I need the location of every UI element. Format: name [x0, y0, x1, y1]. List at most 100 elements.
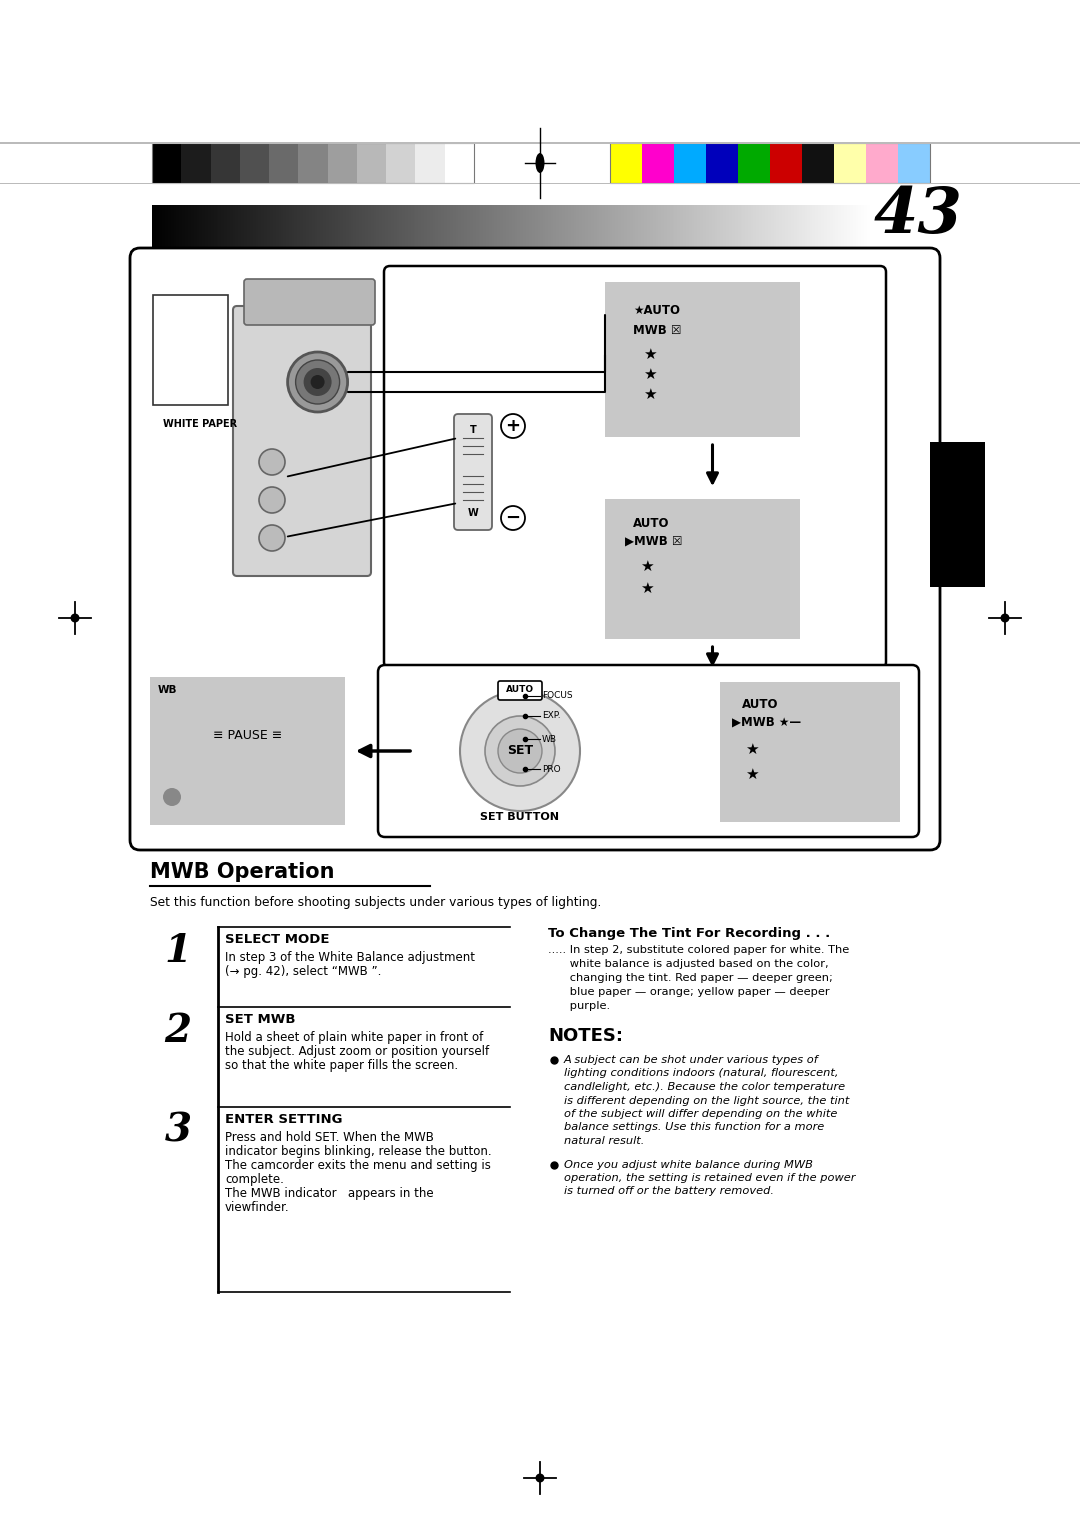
- Text: WB: WB: [158, 685, 177, 695]
- Text: +: +: [505, 417, 521, 435]
- Text: WB: WB: [542, 735, 557, 744]
- FancyBboxPatch shape: [384, 266, 886, 668]
- Bar: [738, 144, 770, 183]
- Circle shape: [536, 1473, 544, 1482]
- Bar: [610, 144, 642, 183]
- Circle shape: [259, 449, 285, 475]
- Text: PRO: PRO: [542, 764, 561, 773]
- Bar: [327, 144, 356, 183]
- Text: Set this function before shooting subjects under various types of lighting.: Set this function before shooting subjec…: [150, 895, 602, 909]
- FancyBboxPatch shape: [233, 306, 372, 576]
- Bar: [150, 677, 345, 825]
- FancyBboxPatch shape: [244, 280, 375, 325]
- Circle shape: [485, 717, 555, 785]
- Bar: [866, 144, 897, 183]
- Text: 1: 1: [164, 932, 191, 970]
- Text: Hold a sheet of plain white paper in front of: Hold a sheet of plain white paper in fro…: [225, 1031, 483, 1044]
- Circle shape: [259, 526, 285, 552]
- Circle shape: [287, 351, 348, 413]
- Bar: [416, 144, 445, 183]
- Text: ★: ★: [745, 743, 759, 756]
- Text: −: −: [505, 509, 521, 527]
- Bar: [240, 144, 269, 183]
- Text: ▶MWB ★—: ▶MWB ★—: [732, 717, 801, 729]
- Text: To Change The Tint For Recording . . .: To Change The Tint For Recording . . .: [548, 927, 831, 940]
- Text: purple.: purple.: [548, 1001, 610, 1012]
- Text: candlelight, etc.). Because the color temperature: candlelight, etc.). Because the color te…: [564, 1082, 846, 1093]
- Bar: [605, 283, 800, 437]
- Text: ≡ PAUSE ≡: ≡ PAUSE ≡: [213, 729, 282, 743]
- Text: T: T: [470, 425, 476, 435]
- Text: so that the white paper fills the screen.: so that the white paper fills the screen…: [225, 1059, 458, 1073]
- Ellipse shape: [536, 153, 544, 173]
- Text: ★AUTO: ★AUTO: [633, 304, 680, 316]
- Text: ★: ★: [644, 367, 657, 382]
- Bar: [674, 144, 706, 183]
- Bar: [706, 144, 738, 183]
- Text: operation, the setting is retained even if the power: operation, the setting is retained even …: [564, 1174, 855, 1183]
- Circle shape: [296, 361, 339, 403]
- Text: changing the tint. Red paper — deeper green;: changing the tint. Red paper — deeper gr…: [548, 973, 833, 983]
- Text: balance settings. Use this function for a more: balance settings. Use this function for …: [564, 1123, 824, 1132]
- Text: W: W: [468, 507, 478, 518]
- Bar: [298, 144, 327, 183]
- Text: ..... In step 2, substitute colored paper for white. The: ..... In step 2, substitute colored pape…: [548, 944, 849, 955]
- Text: white balance is adjusted based on the color,: white balance is adjusted based on the c…: [548, 960, 828, 969]
- Bar: [181, 144, 211, 183]
- Bar: [870, 205, 1030, 251]
- Text: WHITE PAPER: WHITE PAPER: [163, 419, 238, 429]
- Text: (→ pg. 42), select “MWB ”.: (→ pg. 42), select “MWB ”.: [225, 966, 381, 978]
- Text: the subject. Adjust zoom or position yourself: the subject. Adjust zoom or position you…: [225, 1045, 489, 1057]
- Text: natural result.: natural result.: [564, 1135, 645, 1146]
- Text: ★: ★: [640, 581, 653, 596]
- Text: AUTO: AUTO: [505, 686, 535, 695]
- Circle shape: [1000, 614, 1010, 622]
- Bar: [152, 144, 181, 183]
- Text: MWB Operation: MWB Operation: [150, 862, 335, 882]
- Bar: [930, 442, 985, 587]
- Text: SET BUTTON: SET BUTTON: [481, 811, 559, 822]
- Circle shape: [498, 729, 542, 773]
- Text: 43: 43: [874, 185, 963, 248]
- Text: ★: ★: [640, 559, 653, 575]
- Text: Once you adjust white balance during MWB: Once you adjust white balance during MWB: [564, 1160, 813, 1169]
- Bar: [605, 500, 800, 639]
- Bar: [211, 144, 240, 183]
- Bar: [387, 144, 416, 183]
- Bar: [897, 144, 930, 183]
- Bar: [610, 144, 930, 183]
- Text: SELECT MODE: SELECT MODE: [225, 934, 329, 946]
- Bar: [356, 144, 387, 183]
- Text: indicator begins blinking, release the button.: indicator begins blinking, release the b…: [225, 1144, 491, 1158]
- Text: SET MWB: SET MWB: [225, 1013, 296, 1025]
- Text: EXP.: EXP.: [542, 712, 561, 721]
- Bar: [802, 144, 834, 183]
- Bar: [770, 144, 802, 183]
- Text: A subject can be shot under various types of: A subject can be shot under various type…: [564, 1054, 819, 1065]
- Circle shape: [70, 614, 80, 622]
- Bar: [834, 144, 866, 183]
- Text: is different depending on the light source, the tint: is different depending on the light sour…: [564, 1096, 849, 1105]
- Text: AUTO: AUTO: [742, 698, 779, 711]
- FancyBboxPatch shape: [130, 248, 940, 850]
- Text: The camcorder exits the menu and setting is: The camcorder exits the menu and setting…: [225, 1160, 491, 1172]
- Text: ▶MWB ☒: ▶MWB ☒: [625, 535, 683, 549]
- Text: MWB ☒: MWB ☒: [633, 324, 681, 338]
- Bar: [153, 295, 228, 405]
- Text: In step 3 of the White Balance adjustment: In step 3 of the White Balance adjustmen…: [225, 950, 475, 964]
- Text: 3: 3: [164, 1112, 191, 1151]
- FancyBboxPatch shape: [378, 665, 919, 837]
- Text: ★: ★: [745, 767, 759, 782]
- Text: blue paper — orange; yellow paper — deeper: blue paper — orange; yellow paper — deep…: [548, 987, 829, 996]
- Circle shape: [303, 368, 332, 396]
- Text: lighting conditions indoors (natural, flourescent,: lighting conditions indoors (natural, fl…: [564, 1068, 838, 1079]
- Circle shape: [460, 691, 580, 811]
- Text: The MWB indicator   appears in the: The MWB indicator appears in the: [225, 1187, 434, 1199]
- Text: complete.: complete.: [225, 1174, 284, 1186]
- Text: ENTER SETTING: ENTER SETTING: [225, 1112, 342, 1126]
- Text: of the subject will differ depending on the white: of the subject will differ depending on …: [564, 1109, 837, 1118]
- Text: Press and hold SET. When the MWB: Press and hold SET. When the MWB: [225, 1131, 434, 1144]
- Circle shape: [311, 374, 325, 390]
- Text: viewfinder.: viewfinder.: [225, 1201, 289, 1215]
- Bar: [152, 144, 474, 183]
